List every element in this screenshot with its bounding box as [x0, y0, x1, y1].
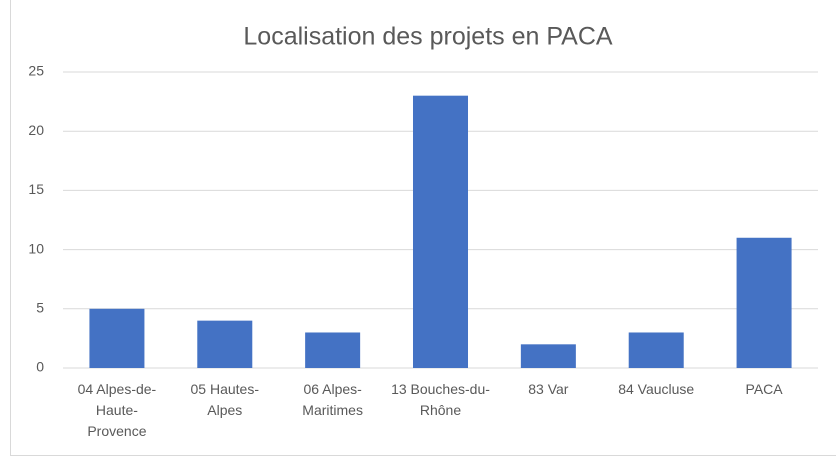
chart-frame — [10, 0, 836, 456]
y-tick-label: 20 — [28, 122, 44, 138]
bar — [89, 308, 145, 368]
y-tick-label: 0 — [36, 359, 44, 375]
bar — [736, 237, 792, 368]
bar — [520, 344, 576, 368]
chart-title: Localisation des projets en PACA — [243, 23, 613, 51]
bar — [412, 95, 469, 369]
x-tick-label: 06 Alpes-Maritimes — [302, 381, 363, 418]
x-tick-label: 05 Hautes-Alpes — [190, 381, 259, 418]
x-tick-label: 04 Alpes-de-Haute-Provence — [77, 381, 157, 439]
y-tick-label: 25 — [28, 63, 44, 79]
bar — [628, 332, 684, 368]
y-tick-label: 10 — [28, 240, 44, 256]
x-tick-label: 83 Var — [528, 381, 569, 397]
bar — [197, 320, 253, 368]
y-tick-label: 5 — [36, 300, 44, 316]
y-tick-label: 15 — [28, 181, 44, 197]
x-tick-label: 84 Vaucluse — [618, 381, 695, 397]
bar — [305, 332, 361, 368]
x-tick-label: PACA — [745, 381, 783, 397]
x-tick-label: 13 Bouches-du-Rhône — [391, 381, 490, 418]
